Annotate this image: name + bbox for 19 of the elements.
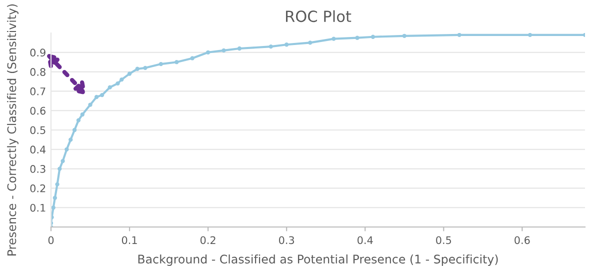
x-tick-label: 0.4 [358, 236, 373, 244]
y-tick-label: 0.1 [30, 204, 46, 212]
y-tick-label: 0.9 [30, 48, 46, 57]
y-tick-label: 0.4 [30, 146, 46, 154]
y-tick-label: 0.7 [30, 87, 46, 96]
x-axis-title: Background - Classified as Potential Presence (1 - Specificity) [138, 254, 498, 266]
x-tick-label: 0.3 [278, 236, 294, 244]
x-tick-label: 0.5 [436, 236, 452, 244]
x-tick-label: 0.2 [200, 236, 216, 244]
chart-title: ROC Plot [286, 10, 352, 22]
y-tick-label: 0.3 [30, 165, 46, 173]
x-tick-label: 0.6 [514, 236, 530, 244]
y-tick-label: 0.8 [30, 68, 46, 76]
x-tick-label: 0.1 [122, 236, 137, 244]
y-axis-title: Presence - Correctly Classified (Sensitivity) [7, 4, 18, 256]
y-tick-label: 0.6 [30, 106, 46, 115]
x-tick-label: 0 [48, 236, 54, 244]
y-tick-label: 0.2 [30, 184, 46, 192]
y-tick-label: 0.5 [30, 126, 46, 134]
